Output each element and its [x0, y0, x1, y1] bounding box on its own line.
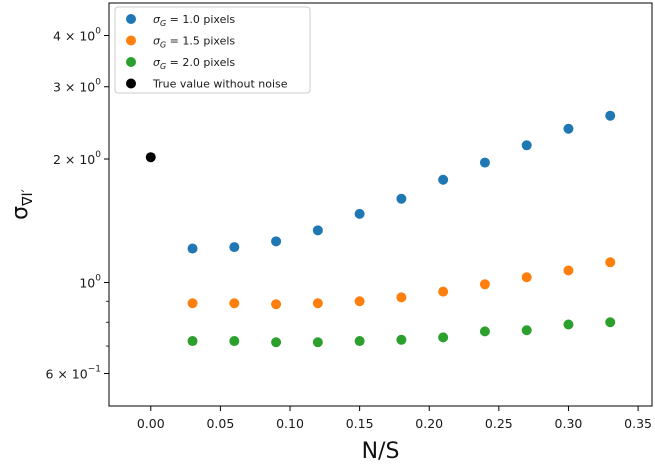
x-tick-label: 0.35 — [624, 416, 652, 431]
y-tick-exponent: 0 — [95, 78, 101, 88]
legend-marker — [126, 14, 136, 24]
data-point — [354, 208, 365, 219]
data-points — [145, 110, 616, 348]
y-tick-label: 3 × 100 — [53, 78, 101, 95]
data-point — [229, 298, 240, 309]
y-tick-exponent: −1 — [88, 365, 101, 375]
legend-marker — [126, 57, 136, 67]
legend-subscript: G — [160, 41, 166, 50]
legend-label: True value without noise — [152, 78, 288, 91]
data-point — [396, 292, 407, 303]
data-point — [521, 325, 532, 336]
legend-text-rest: = 1.5 pixels — [166, 35, 235, 48]
data-point — [438, 174, 449, 185]
y-tick-base: 4 × 10 — [53, 28, 95, 43]
x-tick-label: 0.30 — [555, 416, 583, 431]
data-point — [229, 242, 240, 253]
legend-marker — [126, 35, 136, 46]
y-tick-label: 4 × 100 — [53, 26, 101, 43]
x-tick-label: 0.25 — [485, 416, 513, 431]
y-tick-exponent: 0 — [95, 273, 101, 283]
x-tick-label: 0.15 — [346, 416, 374, 431]
data-point — [438, 286, 449, 297]
data-point — [563, 123, 574, 134]
y-tick-label: 6 × 10−1 — [45, 365, 101, 382]
data-point — [479, 157, 490, 168]
y-tick-exponent: 0 — [95, 26, 101, 36]
data-point — [521, 272, 532, 283]
legend-text-rest: = 1.0 pixels — [166, 13, 235, 26]
y-axis-label: σ∇I′ — [8, 189, 36, 220]
data-point — [312, 337, 323, 348]
data-point — [271, 337, 282, 348]
y-tick-label: 2 × 100 — [53, 150, 101, 167]
legend-text-rest: = 2.0 pixels — [166, 56, 235, 69]
data-point — [354, 336, 365, 347]
data-point — [271, 299, 282, 310]
x-tick-label: 0.05 — [206, 416, 234, 431]
data-point — [521, 140, 532, 151]
data-point — [438, 332, 449, 343]
legend-symbol: σ — [153, 13, 161, 26]
data-point — [479, 326, 490, 337]
data-point — [312, 298, 323, 309]
data-point — [396, 334, 407, 345]
data-point — [479, 279, 490, 290]
data-point — [271, 236, 282, 247]
x-axis-ticks: 0.00 0.05 0.10 0.15 0.20 0.25 0.30 0.35 — [137, 406, 652, 431]
data-point — [396, 193, 407, 204]
legend-subscript: G — [160, 19, 166, 28]
x-axis-label: N/S — [362, 439, 400, 464]
legend-label: σG = 1.0 pixels — [153, 13, 235, 28]
data-point — [563, 265, 574, 276]
data-point — [605, 110, 616, 121]
legend-symbol: σ — [153, 35, 161, 48]
data-point — [187, 336, 198, 347]
data-point — [605, 257, 616, 268]
data-point — [229, 336, 240, 347]
x-tick-label: 0.00 — [137, 416, 165, 431]
data-point — [312, 225, 323, 236]
legend-box — [114, 6, 311, 94]
y-tick-label: 100 — [79, 273, 101, 290]
x-tick-label: 0.20 — [415, 416, 443, 431]
y-axis-label-subscript: ∇I′ — [20, 189, 36, 207]
legend-symbol: σ — [153, 56, 161, 69]
data-point — [354, 296, 365, 307]
legend-marker — [126, 78, 136, 89]
data-point — [145, 152, 156, 163]
y-tick-base: 2 × 10 — [53, 152, 95, 167]
legend-subscript: G — [160, 62, 166, 71]
y-axis-label-main: σ — [8, 206, 33, 220]
legend-label: σG = 2.0 pixels — [153, 56, 235, 71]
y-tick-base: 6 × 10 — [45, 367, 87, 382]
y-tick-base: 10 — [79, 275, 95, 290]
y-tick-base: 3 × 10 — [53, 80, 95, 95]
plot-frame — [108, 2, 653, 407]
data-point — [605, 317, 616, 328]
data-point — [187, 243, 198, 254]
y-tick-exponent: 0 — [95, 150, 101, 160]
data-point — [563, 319, 574, 330]
data-point — [187, 298, 198, 309]
x-tick-label: 0.10 — [276, 416, 304, 431]
legend-label: σG = 1.5 pixels — [153, 35, 235, 50]
